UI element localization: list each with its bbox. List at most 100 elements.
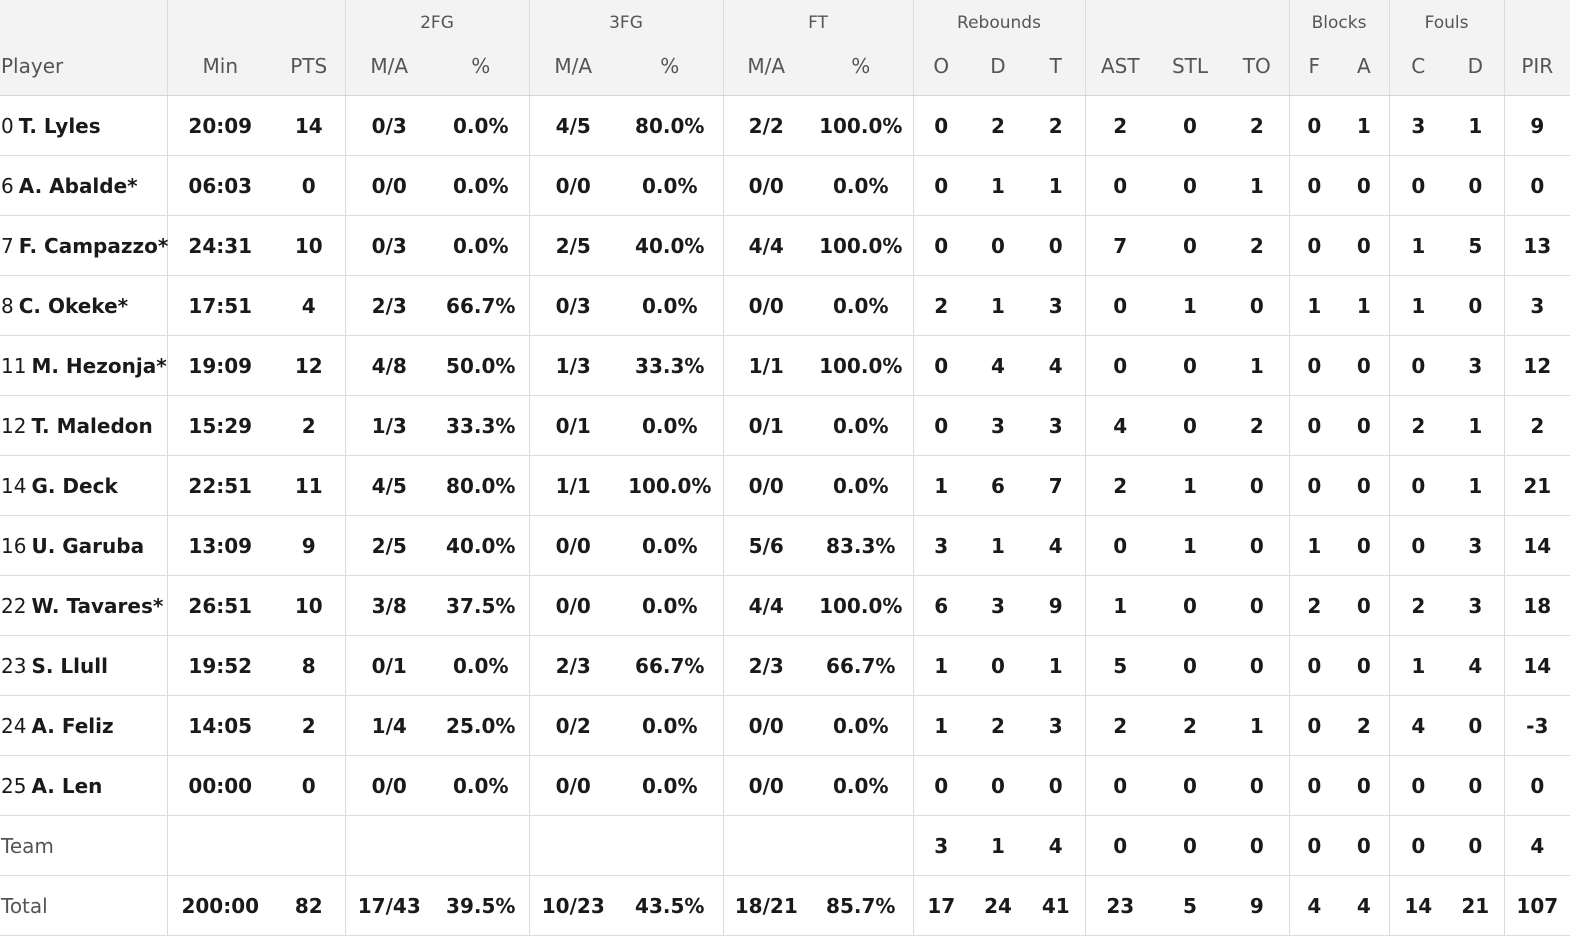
cell-fg3-ma: 0/0 [529, 515, 617, 576]
cell-min: 20:09 [167, 95, 273, 156]
cell-foul-d: 1 [1447, 455, 1505, 516]
cell-ft-pct: 0.0% [809, 395, 914, 456]
player-name-link[interactable]: G. Deck [31, 473, 118, 498]
cell-fg2-ma: 17/43 [345, 875, 433, 936]
cell-reb-o: 1 [913, 695, 969, 756]
cell-foul-c: 0 [1389, 755, 1448, 816]
cell-min: 19:09 [167, 335, 273, 396]
cell-fg2-pct: 0.0% [433, 215, 530, 276]
cell-foul-c: 0 [1389, 815, 1448, 876]
column-header-foul-d[interactable]: D [1447, 37, 1505, 96]
column-header-reb-d[interactable]: D [969, 37, 1027, 96]
player-row: 16 U. Garuba 13:09 9 2/5 40.0% 0/0 0.0% 5/6 83.3%… [0, 515, 1571, 576]
cell-reb-o: 0 [913, 215, 969, 276]
player-name-link[interactable]: F. Campazzo* [18, 233, 169, 258]
cell-pir: 12 [1504, 335, 1571, 396]
player-name-link[interactable]: M. Hezonja* [31, 353, 167, 378]
player-number: 11 [1, 353, 27, 378]
player-number: 16 [1, 533, 27, 558]
cell-pts: 4 [273, 275, 346, 336]
column-header-to[interactable]: TO [1225, 37, 1290, 96]
cell-fg2-pct: 0.0% [433, 95, 530, 156]
cell-min: 15:29 [167, 395, 273, 456]
cell-pts: 12 [273, 335, 346, 396]
column-header-stl[interactable]: STL [1155, 37, 1226, 96]
column-header-blk-f[interactable]: F [1289, 37, 1340, 96]
cell-fg3-pct: 0.0% [617, 155, 724, 216]
cell-stl: 5 [1155, 875, 1226, 936]
cell-fg2-ma [345, 815, 433, 876]
cell-foul-d: 3 [1447, 335, 1505, 396]
player-name-link[interactable]: T. Lyles [18, 113, 101, 138]
cell-foul-c: 1 [1389, 635, 1448, 696]
cell-ft-pct: 0.0% [809, 455, 914, 516]
cell-ft-ma: 4/4 [723, 575, 809, 636]
column-header-ast[interactable]: AST [1085, 37, 1156, 96]
cell-ft-ma [723, 815, 809, 876]
column-header-reb-t[interactable]: T [1027, 37, 1086, 96]
player-cell: 22 W. Tavares* [0, 575, 168, 636]
column-header-min[interactable]: Min [167, 37, 273, 96]
cell-stl: 0 [1155, 755, 1226, 816]
cell-foul-d: 0 [1447, 155, 1505, 216]
cell-stl: 1 [1155, 515, 1226, 576]
team-row: Team 3 1 4 0 0 0 0 0 0 0 4 [0, 815, 1571, 876]
column-header-ft-pct[interactable]: % [809, 37, 914, 96]
cell-blk-a: 2 [1339, 695, 1390, 756]
cell-fg2-ma: 0/0 [345, 755, 433, 816]
player-name-link[interactable]: W. Tavares* [31, 593, 164, 618]
cell-blk-f: 0 [1289, 815, 1340, 876]
player-name-link[interactable]: T. Maledon [31, 413, 153, 438]
column-header-pir[interactable]: PIR [1504, 37, 1571, 96]
player-cell: 24 A. Feliz [0, 695, 168, 756]
group-header-blocks: Blocks [1289, 0, 1390, 37]
cell-blk-f: 0 [1289, 155, 1340, 216]
player-name-link[interactable]: U. Garuba [31, 533, 145, 558]
cell-fg2-pct: 40.0% [433, 515, 530, 576]
player-name-link[interactable]: S. Llull [31, 653, 108, 678]
player-name-link[interactable]: A. Feliz [31, 713, 114, 738]
player-name-link[interactable]: C. Okeke* [18, 293, 129, 318]
cell-reb-d: 24 [969, 875, 1027, 936]
player-row: 12 T. Maledon 15:29 2 1/3 33.3% 0/1 0.0% 0/1 0.0%… [0, 395, 1571, 456]
cell-fg3-ma: 0/0 [529, 755, 617, 816]
cell-foul-d: 0 [1447, 695, 1505, 756]
cell-min: 06:03 [167, 155, 273, 216]
column-header-reb-o[interactable]: O [913, 37, 969, 96]
cell-pir: 0 [1504, 155, 1571, 216]
cell-ast: 0 [1085, 755, 1156, 816]
player-cell: 12 T. Maledon [0, 395, 168, 456]
cell-ast: 2 [1085, 695, 1156, 756]
player-row: 6 A. Abalde* 06:03 0 0/0 0.0% 0/0 0.0% 0/0 0.0% 0 1… [0, 155, 1571, 216]
cell-blk-f: 0 [1289, 695, 1340, 756]
cell-reb-t: 4 [1027, 335, 1086, 396]
cell-pts [273, 815, 346, 876]
cell-blk-f: 0 [1289, 95, 1340, 156]
cell-reb-o: 1 [913, 635, 969, 696]
column-header-3fg-pct[interactable]: % [617, 37, 724, 96]
cell-foul-d: 3 [1447, 515, 1505, 576]
cell-stl: 0 [1155, 215, 1226, 276]
player-name-link[interactable]: A. Len [31, 773, 103, 798]
player-name-link[interactable]: A. Abalde* [18, 173, 138, 198]
cell-to: 2 [1225, 215, 1290, 276]
cell-ft-pct [809, 815, 914, 876]
column-header-3fg-ma[interactable]: M/A [529, 37, 617, 96]
player-number: 7 [1, 233, 14, 258]
cell-to: 0 [1225, 635, 1290, 696]
column-header-2fg-ma[interactable]: M/A [345, 37, 433, 96]
cell-foul-c: 3 [1389, 95, 1448, 156]
column-header-player[interactable]: Player [0, 37, 168, 96]
cell-fg2-pct: 0.0% [433, 635, 530, 696]
cell-blk-a: 0 [1339, 155, 1390, 216]
cell-pts: 8 [273, 635, 346, 696]
column-header-2fg-pct[interactable]: % [433, 37, 530, 96]
column-header-blk-a[interactable]: A [1339, 37, 1390, 96]
column-header-foul-c[interactable]: C [1389, 37, 1448, 96]
cell-foul-d: 4 [1447, 635, 1505, 696]
group-header-blank-2 [1085, 0, 1290, 37]
column-header-ft-ma[interactable]: M/A [723, 37, 809, 96]
cell-ft-ma: 0/1 [723, 395, 809, 456]
column-header-pts[interactable]: PTS [273, 37, 346, 96]
cell-foul-c: 1 [1389, 275, 1448, 336]
